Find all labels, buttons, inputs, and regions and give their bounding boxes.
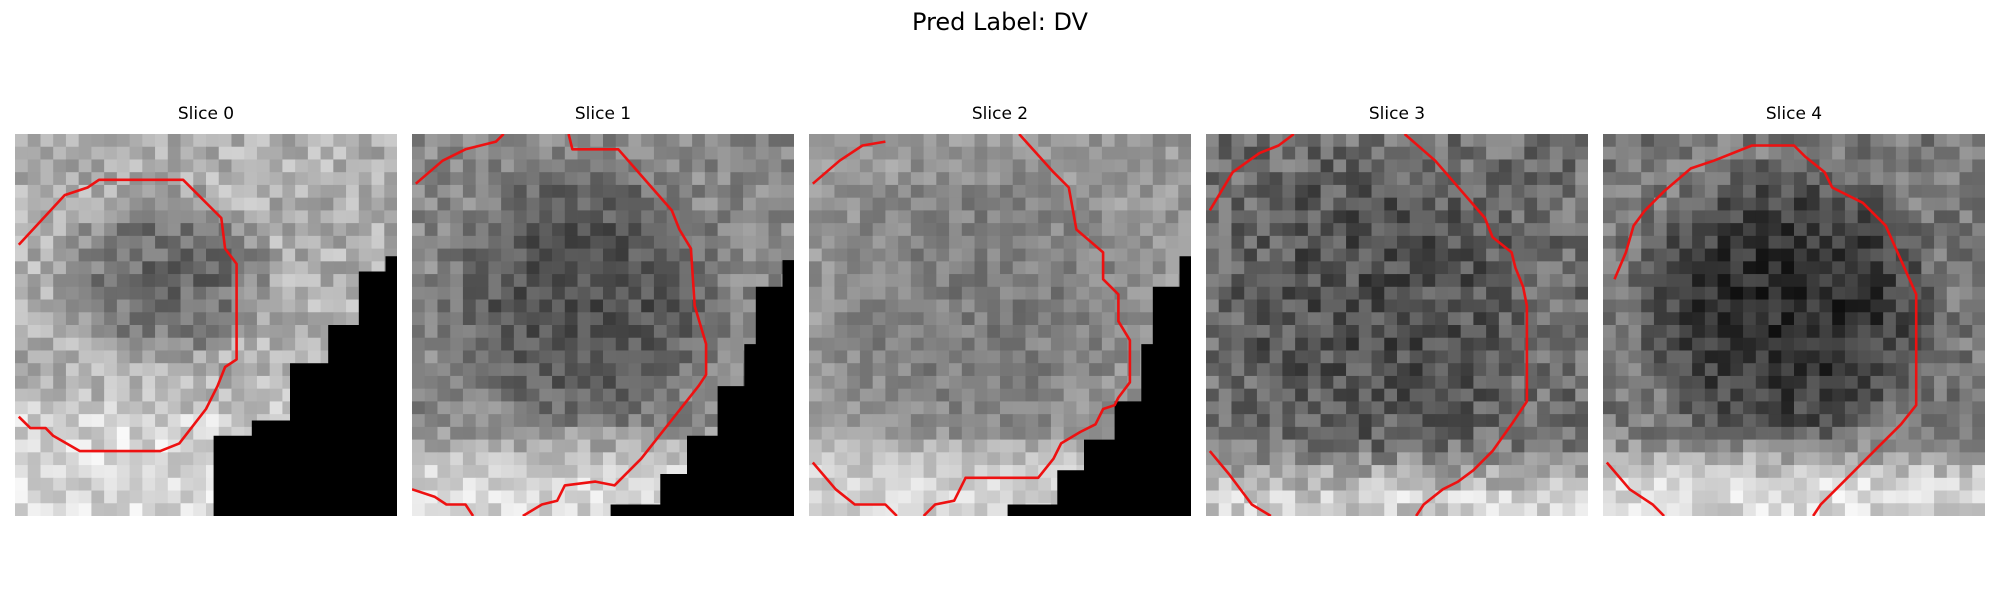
slice-panel-4: Slice 4: [1603, 104, 1985, 516]
slice-image-4: [1603, 134, 1985, 516]
figure-title: Pred Label: DV: [912, 8, 1088, 36]
slice-title-4: Slice 4: [1765, 104, 1823, 124]
slice-title-3: Slice 3: [1368, 104, 1426, 124]
slice-image-0: [15, 134, 397, 516]
slice-panel-2: Slice 2: [809, 104, 1191, 516]
slice-panel-3: Slice 3: [1206, 104, 1588, 516]
slice-title-2: Slice 2: [971, 104, 1029, 124]
slice-image-3: [1206, 134, 1588, 516]
slice-title-1: Slice 1: [574, 104, 632, 124]
slice-panel-0: Slice 0: [15, 104, 397, 516]
slice-image-2: [809, 134, 1191, 516]
slice-image-1: [412, 134, 794, 516]
slice-title-0: Slice 0: [177, 104, 235, 124]
slice-panel-1: Slice 1: [412, 104, 794, 516]
